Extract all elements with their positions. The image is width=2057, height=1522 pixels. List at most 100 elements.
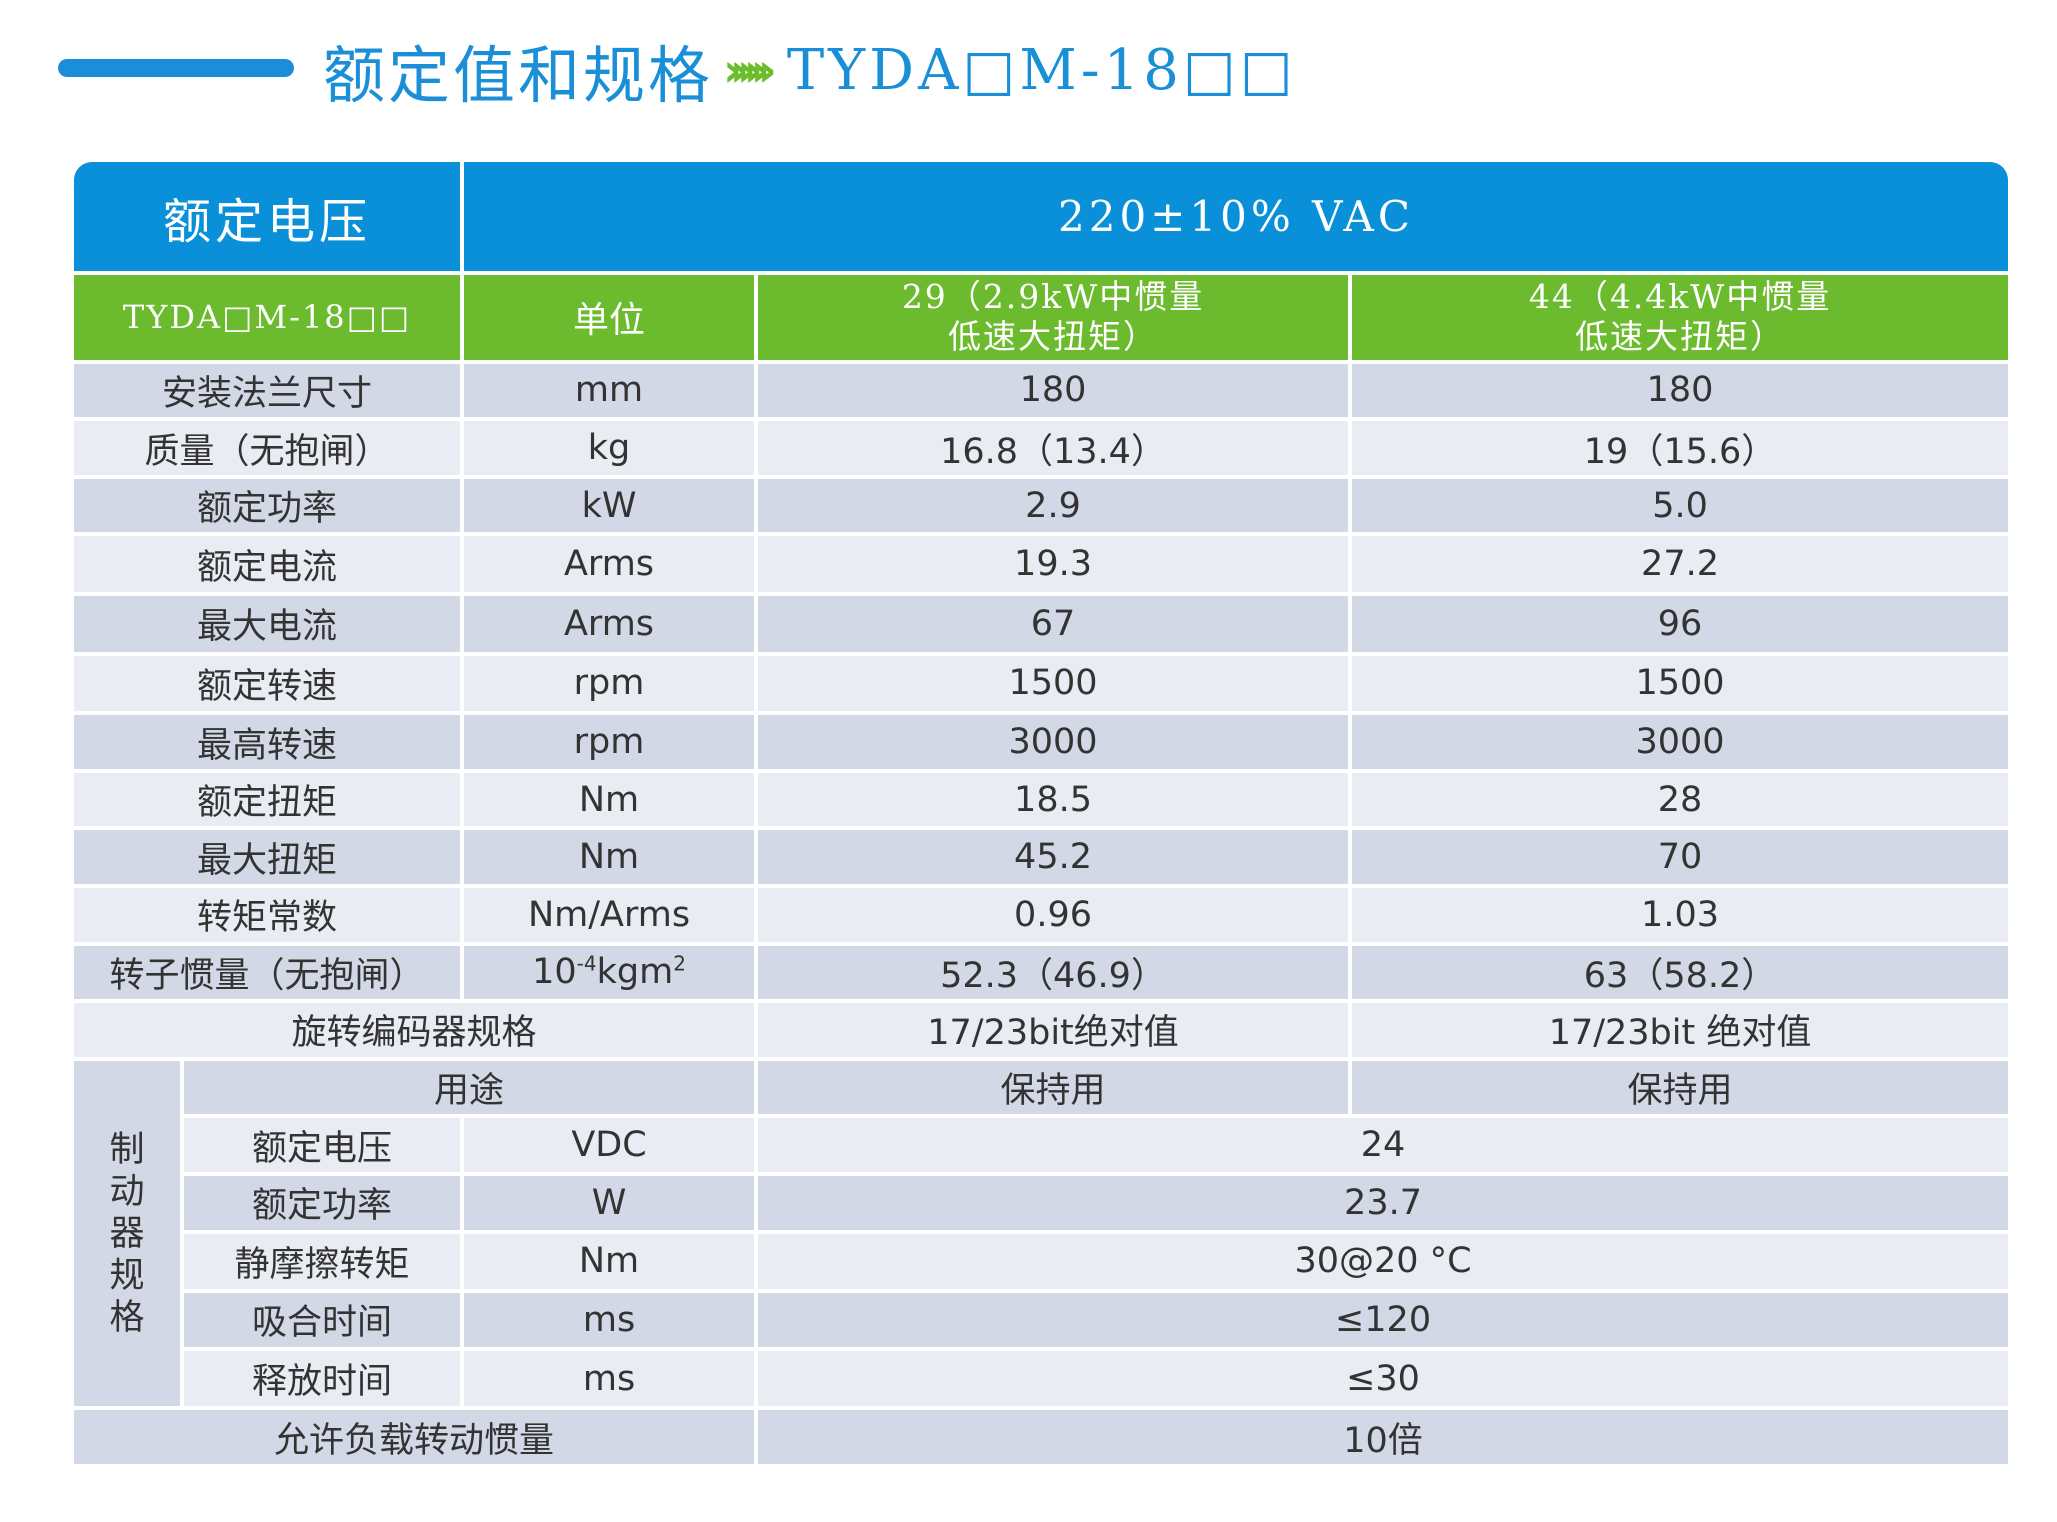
table-row-load-inertia: 允许负载转动惯量 10倍 xyxy=(74,1410,2009,1464)
row-value-44: 180 xyxy=(1352,363,2009,418)
table-row: 额定功率 kW 2.9 5.0 xyxy=(74,478,2009,533)
page-title: 额定值和规格 › › › › › › TYDA□M-18□□ xyxy=(323,30,1297,113)
row-value-29: 180 xyxy=(758,363,1349,418)
row-label: 额定电压 xyxy=(184,1118,461,1172)
row-value: ≤120 xyxy=(758,1293,2009,1347)
row-label: 用途 xyxy=(184,1060,755,1115)
row-label: 转矩常数 xyxy=(74,888,461,942)
row-label: 最高转速 xyxy=(74,715,461,769)
row-unit: W xyxy=(464,1175,755,1230)
row-value-44: 1.03 xyxy=(1352,888,2009,942)
row-value-29: 2.9 xyxy=(758,478,1349,533)
row-value: ≤30 xyxy=(758,1350,2009,1407)
table-row: 额定转速 rpm 1500 1500 xyxy=(74,655,2009,712)
title-accent-bar xyxy=(58,59,294,77)
subheader-col-44: 44（4.4kW中惯量 低速大扭矩） xyxy=(1352,275,2009,360)
table-row: 额定扭矩 Nm 18.5 28 xyxy=(74,772,2009,827)
row-label: 吸合时间 xyxy=(184,1293,461,1347)
row-value-29: 保持用 xyxy=(758,1060,1349,1115)
row-value-44: 1500 xyxy=(1352,655,2009,712)
table-row: 最大电流 Arms 67 96 xyxy=(74,596,2009,652)
unit-square: 2 xyxy=(673,951,686,976)
row-unit: kW xyxy=(464,478,755,533)
row-label: 旋转编码器规格 xyxy=(74,1003,755,1057)
row-value: 30@20 °C xyxy=(758,1233,2009,1290)
row-label: 释放时间 xyxy=(184,1350,461,1407)
subheader-col-29-line1: 29（2.9kW中惯量 xyxy=(901,277,1205,317)
row-value-29: 16.8（13.4） xyxy=(758,421,1349,475)
table-row: 最大扭矩 Nm 45.2 70 xyxy=(74,830,2009,885)
chevron-right-icon: › › › › › › xyxy=(723,43,777,97)
row-value-29: 3000 xyxy=(758,715,1349,769)
row-value-29: 1500 xyxy=(758,655,1349,712)
subheader-col-29-line2: 低速大扭矩） xyxy=(948,317,1159,357)
row-value-44: 96 xyxy=(1352,596,2009,652)
row-unit: rpm xyxy=(464,715,755,769)
row-label: 最大电流 xyxy=(74,596,461,652)
row-value-29: 67 xyxy=(758,596,1349,652)
row-label: 质量（无抱闸） xyxy=(74,421,461,475)
row-unit: mm xyxy=(464,363,755,418)
brake-row: 额定功率 W 23.7 xyxy=(74,1175,2009,1230)
row-value-44: 17/23bit 绝对值 xyxy=(1352,1003,2009,1057)
unit-base: 10 xyxy=(532,952,577,993)
unit-mid: kgm xyxy=(596,952,674,993)
row-value-44: 3000 xyxy=(1352,715,2009,769)
row-label: 额定功率 xyxy=(184,1175,461,1230)
table-row: 额定电流 Arms 19.3 27.2 xyxy=(74,536,2009,593)
row-value-44: 63（58.2） xyxy=(1352,945,2009,1000)
table-row: 最高转速 rpm 3000 3000 xyxy=(74,715,2009,769)
row-value-44: 28 xyxy=(1352,772,2009,827)
row-unit: 10-4kgm2 xyxy=(464,945,755,1000)
table-row-inertia: 转子惯量（无抱闸） 10-4kgm2 52.3（46.9） 63（58.2） xyxy=(74,945,2009,1000)
row-label: 转子惯量（无抱闸） xyxy=(74,945,461,1000)
row-unit: kg xyxy=(464,421,755,475)
row-value-29: 19.3 xyxy=(758,536,1349,593)
subheader-col-44-line2: 低速大扭矩） xyxy=(1575,317,1786,357)
table-row: 质量（无抱闸） kg 16.8（13.4） 19（15.6） xyxy=(74,421,2009,475)
row-unit: Nm xyxy=(464,1233,755,1290)
unit-exponent: -4 xyxy=(576,951,597,976)
title-model: TYDA□M-18□□ xyxy=(786,37,1297,103)
row-unit: Nm/Arms xyxy=(464,888,755,942)
header-row: 额定电压 220±10% VAC xyxy=(74,162,2009,272)
row-label: 最大扭矩 xyxy=(74,830,461,885)
subheader-model: TYDA□M-18□□ xyxy=(74,275,461,360)
subheader-row: TYDA□M-18□□ 单位 29（2.9kW中惯量 低速大扭矩） 44（4.4… xyxy=(74,275,2009,360)
row-unit: Nm xyxy=(464,772,755,827)
subheader-unit: 单位 xyxy=(464,275,755,360)
subheader-col-44-line1: 44（4.4kW中惯量 xyxy=(1528,277,1832,317)
header-value: 220±10% VAC xyxy=(464,162,2009,272)
row-label: 静摩擦转矩 xyxy=(184,1233,461,1290)
row-unit: VDC xyxy=(464,1118,755,1172)
row-value-29: 45.2 xyxy=(758,830,1349,885)
row-label: 额定电流 xyxy=(74,536,461,593)
header-label: 额定电压 xyxy=(74,162,461,272)
row-value-44: 27.2 xyxy=(1352,536,2009,593)
row-value-29: 18.5 xyxy=(758,772,1349,827)
row-value-44: 5.0 xyxy=(1352,478,2009,533)
row-value-44: 19（15.6） xyxy=(1352,421,2009,475)
row-value: 10倍 xyxy=(758,1410,2009,1464)
row-label: 安装法兰尺寸 xyxy=(74,363,461,418)
brake-row: 释放时间 ms ≤30 xyxy=(74,1350,2009,1407)
row-value-29: 0.96 xyxy=(758,888,1349,942)
row-value: 23.7 xyxy=(758,1175,2009,1230)
row-value-29: 17/23bit绝对值 xyxy=(758,1003,1349,1057)
subheader-col-29: 29（2.9kW中惯量 低速大扭矩） xyxy=(758,275,1349,360)
row-label: 额定扭矩 xyxy=(74,772,461,827)
table-row: 安装法兰尺寸 mm 180 180 xyxy=(74,363,2009,418)
brake-row-use: 制动器规格 用途 保持用 保持用 xyxy=(74,1060,2009,1407)
row-label: 允许负载转动惯量 xyxy=(74,1410,755,1464)
row-unit: Nm xyxy=(464,830,755,885)
row-label: 额定转速 xyxy=(74,655,461,712)
brake-group-text: 制动器规格 xyxy=(109,1129,145,1338)
row-label: 额定功率 xyxy=(74,478,461,533)
row-value-44: 保持用 xyxy=(1352,1060,2009,1115)
row-value-29: 52.3（46.9） xyxy=(758,945,1349,1000)
row-unit: Arms xyxy=(464,596,755,652)
row-value-44: 70 xyxy=(1352,830,2009,885)
brake-row: 吸合时间 ms ≤120 xyxy=(74,1293,2009,1347)
brake-row: 静摩擦转矩 Nm 30@20 °C xyxy=(74,1233,2009,1290)
title-text: 额定值和规格 xyxy=(323,39,714,112)
